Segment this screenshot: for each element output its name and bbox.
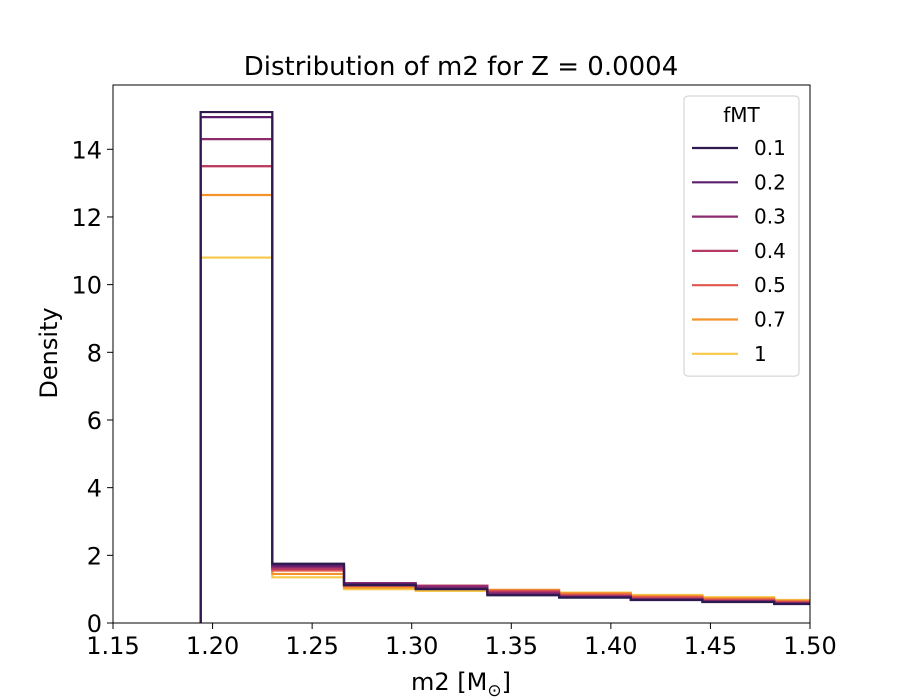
x-tick-label: 1.40 [584, 632, 637, 660]
y-tick-label: 2 [87, 542, 102, 570]
y-tick-label: 14 [71, 136, 102, 164]
y-axis-ticks: 0 2 4 6 8 10 12 14 [71, 136, 113, 638]
x-tick-label: 1.50 [783, 632, 836, 660]
x-axis-label: m2 [M⊙] [411, 668, 511, 700]
x-axis-ticks: 1.15 1.20 1.25 1.30 1.35 1.40 1.45 1.50 [86, 623, 837, 660]
legend-box [683, 95, 800, 377]
y-tick-label: 6 [87, 407, 102, 435]
y-axis-label: Density [35, 307, 63, 398]
legend-label-0.4: 0.4 [754, 239, 786, 263]
series-layer [199, 110, 810, 623]
legend-label-0.2: 0.2 [754, 170, 786, 194]
legend-label-0.1: 0.1 [754, 136, 786, 160]
sun-symbol: ⊙ [487, 681, 501, 700]
y-tick-label: 12 [71, 204, 102, 232]
y-tick-label: 10 [71, 272, 102, 300]
legend: fMT 0.1 0.2 0.3 0.4 0.5 0.7 1 [683, 95, 800, 377]
x-tick-label: 1.20 [186, 632, 239, 660]
x-axis-label-suffix: ] [502, 668, 511, 696]
y-tick-label: 0 [87, 610, 102, 638]
series-0.1-step [199, 110, 810, 623]
x-tick-label: 1.45 [684, 632, 737, 660]
legend-label-0.7: 0.7 [754, 308, 786, 332]
y-tick-label: 4 [87, 475, 102, 503]
x-tick-label: 1.30 [385, 632, 438, 660]
legend-title: fMT [723, 103, 760, 127]
x-tick-label: 1.15 [86, 632, 139, 660]
x-tick-label: 1.25 [285, 632, 338, 660]
legend-label-1: 1 [754, 342, 767, 366]
chart-title: Distribution of m2 for Z = 0.0004 [244, 52, 679, 82]
x-tick-label: 1.35 [485, 632, 538, 660]
x-axis-label-main: m2 [M [411, 668, 487, 696]
axes-frame [112, 84, 811, 624]
y-tick-label: 8 [87, 339, 102, 367]
legend-label-0.3: 0.3 [754, 205, 786, 229]
legend-label-0.5: 0.5 [754, 273, 786, 297]
